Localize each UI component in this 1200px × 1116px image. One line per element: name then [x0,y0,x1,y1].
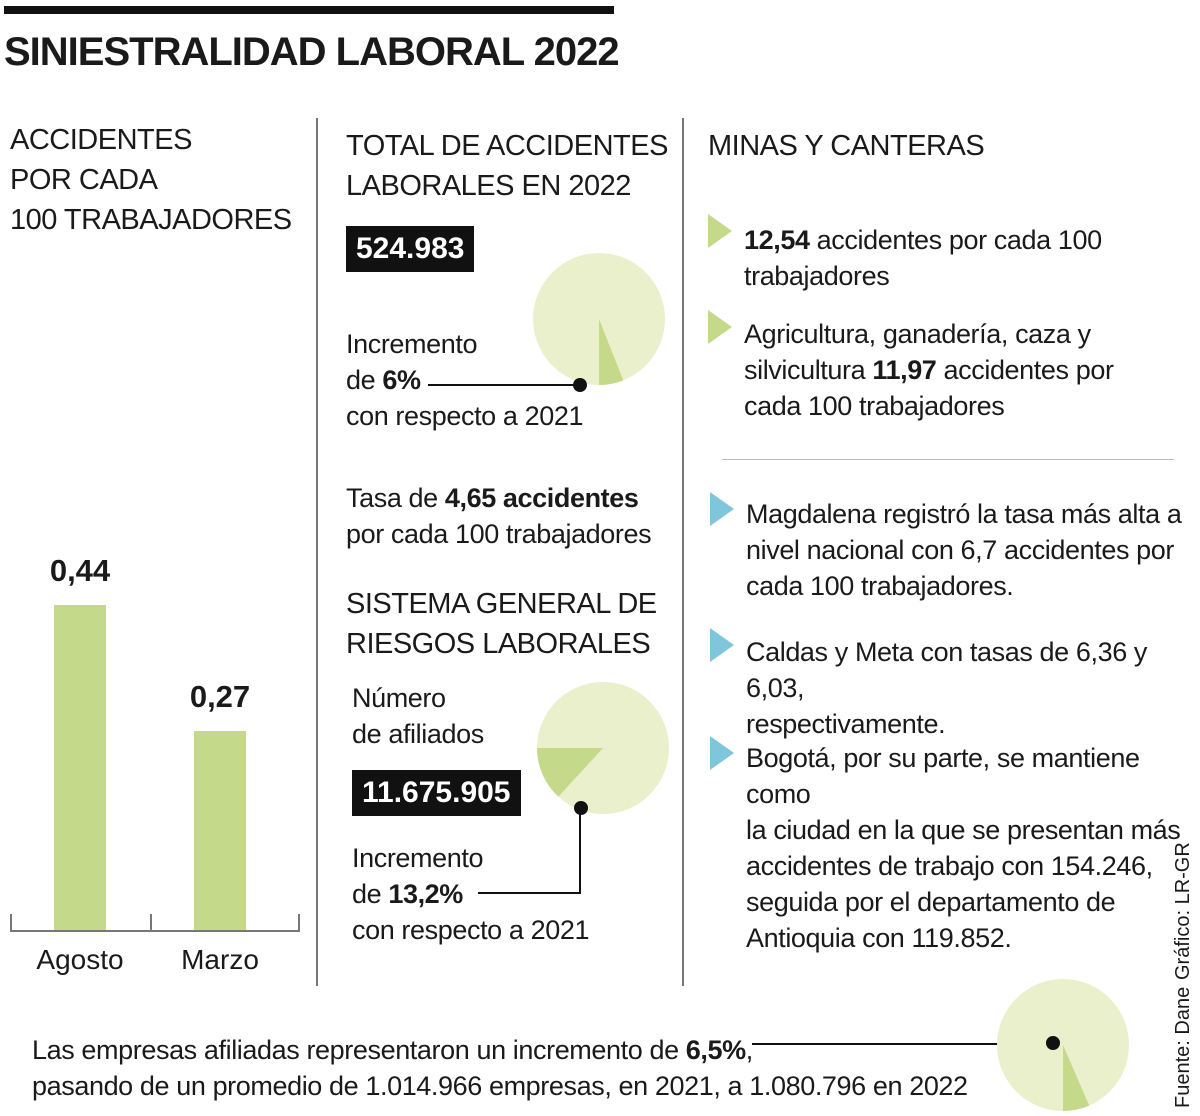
triangle-bullet-icon [708,214,732,248]
column-divider-2 [682,118,684,986]
affiliates-value: 11.675.905 [352,770,521,816]
total-accidents-heading: TOTAL DE ACCIDENTES LABORALES EN 2022 [346,130,668,202]
bar-value-label-agosto: 0,44 [49,553,111,588]
increment-13-2-text: Incremento de 13,2% con respecto a 2021 [352,843,590,945]
category-label-agosto: Agosto [36,944,124,975]
magdalena-item: Magdalena registró la tasa más alta a ni… [746,499,1182,601]
mining-rate-item: 12,54 accidentes por cada 100 trabajador… [744,225,1102,291]
x-axis [10,930,300,932]
triangle-bullet-icon [710,492,734,526]
pie-increment-6 [533,253,665,385]
axis-tick-right [298,914,300,932]
bar-chart-heading: ACCIDENTES POR CADA 100 TRABAJADORES [10,124,292,236]
triangle-bullet-icon [710,736,734,770]
pie-slice-13-2-percent [537,748,603,797]
agriculture-rate-item: Agricultura, ganadería, caza y silvicult… [744,319,1114,421]
mining-heading: MINAS Y CANTERAS [708,130,985,162]
pie-increment-6-5 [997,979,1129,1111]
bar-value-label-marzo: 0,27 [189,678,251,714]
column-divider-1 [316,118,318,986]
total-accidents-value: 524.983 [346,226,475,272]
bar-agosto [54,605,106,930]
footer-text: Las empresas afiliadas representaron un … [32,1035,968,1101]
source-credit: Fuente: Dane [1172,986,1194,1108]
pie-slice-6-percent [599,319,624,385]
top-rule [4,6,614,14]
pie-slice-6-5-percent [1063,1045,1090,1111]
caldas-meta-item: Caldas y Meta con tasas de 6,36 y 6,03, … [746,637,1148,739]
bogota-item: Bogotá, por su parte, se mantiene como l… [746,743,1181,953]
bar-marzo [194,730,246,930]
axis-tick-middle [150,914,152,932]
pie-increment-13-2 [537,682,669,814]
leader-dot-2 [574,801,588,815]
leader-line-1 [428,384,578,386]
rate-text: Tasa de 4,65 accidentes por cada 100 tra… [346,483,652,549]
triangle-bullet-icon [710,628,734,662]
affiliates-label: Número de afiliados [352,683,484,749]
leader-line-2-horizontal [478,892,581,894]
graphic-credit: Gráfico: LR-GR [1172,842,1194,980]
section-divider [722,459,1174,460]
triangle-bullet-icon [708,310,732,344]
sgrl-heading: SISTEMA GENERAL DE RIESGOS LABORALES [346,588,657,660]
bar-chart: 0,44 0,27 Agosto Marzo [0,300,310,990]
leader-line-2-vertical [579,810,581,894]
category-label-marzo: Marzo [181,944,259,975]
page-title: SINIESTRALIDAD LABORAL 2022 [4,30,620,74]
leader-line-3 [752,1043,1052,1045]
leader-dot-3 [1046,1036,1060,1050]
axis-tick-left [10,914,12,932]
increment-6-text: Incremento de 6% con respecto a 2021 [346,329,584,431]
leader-dot-1 [573,378,587,392]
